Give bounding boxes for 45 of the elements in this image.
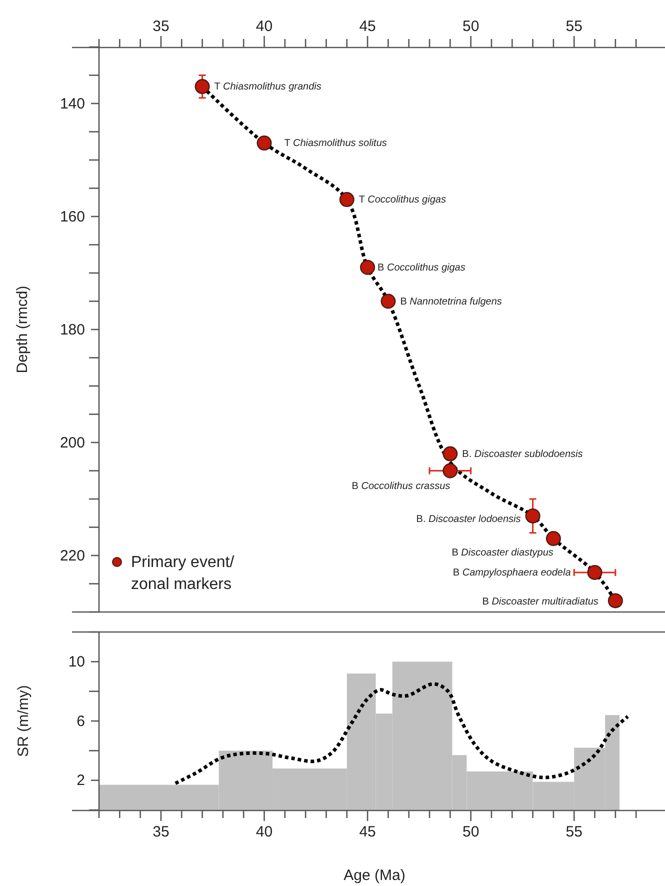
annotation: B Coccolithus gigas bbox=[378, 262, 466, 273]
point bbox=[339, 192, 354, 208]
x-tick-label: 55 bbox=[566, 18, 582, 35]
y-tick-label: 140 bbox=[60, 95, 85, 112]
y-tick-label: 2 bbox=[76, 772, 85, 790]
x-tick-label: 40 bbox=[256, 824, 273, 841]
x-tick-label: 45 bbox=[359, 18, 376, 35]
annotation: B. Discoaster sublodoensis bbox=[462, 448, 583, 460]
point bbox=[608, 593, 623, 608]
point bbox=[587, 564, 602, 580]
point bbox=[380, 294, 396, 309]
y-tick-label: 200 bbox=[60, 434, 85, 452]
y-tick-label: 6 bbox=[76, 712, 85, 730]
point bbox=[256, 136, 272, 151]
annotation: B Campylosphaera eodela bbox=[452, 566, 572, 578]
y-axis-title: SR (m/my) bbox=[15, 685, 32, 757]
x-tick-label: 50 bbox=[462, 18, 480, 35]
annotation: T Coccolithus gigas bbox=[358, 194, 446, 206]
y-tick-label: 220 bbox=[60, 547, 85, 564]
y-tick-label: 10 bbox=[68, 653, 85, 670]
point bbox=[442, 446, 458, 462]
x-tick-label: 35 bbox=[152, 18, 170, 35]
annotation: B. Discoaster lodoensis bbox=[416, 513, 521, 524]
annotation: B Coccolithus crassus bbox=[352, 480, 450, 492]
point bbox=[442, 463, 458, 478]
annotation: T Chiasmolithus grandis bbox=[214, 81, 322, 92]
legend-label: Primary event/zonal markers bbox=[131, 554, 235, 593]
annotation: T Chiasmolithus solitus bbox=[284, 138, 387, 149]
point bbox=[525, 508, 540, 524]
y-axis-title: Depth (rmcd) bbox=[14, 286, 31, 374]
x-tick-label: 40 bbox=[256, 18, 273, 35]
y-tick-label: 160 bbox=[60, 208, 85, 226]
point bbox=[360, 260, 376, 275]
x-tick-label: 55 bbox=[566, 824, 582, 841]
point bbox=[194, 79, 210, 94]
annotation: B Discoaster diastypus bbox=[452, 547, 554, 558]
x-tick-label: 50 bbox=[462, 824, 480, 841]
annotation: B Discoaster multiradiatus bbox=[482, 596, 598, 608]
x-tick-label: 45 bbox=[359, 824, 376, 841]
annotation: B Nannotetrina fulgens bbox=[400, 296, 502, 307]
x-axis-title: Age (Ma) bbox=[344, 867, 406, 884]
point bbox=[546, 531, 561, 546]
x-tick-label: 35 bbox=[152, 824, 170, 841]
line-series bbox=[174, 682, 630, 786]
y-tick-label: 180 bbox=[60, 321, 85, 338]
